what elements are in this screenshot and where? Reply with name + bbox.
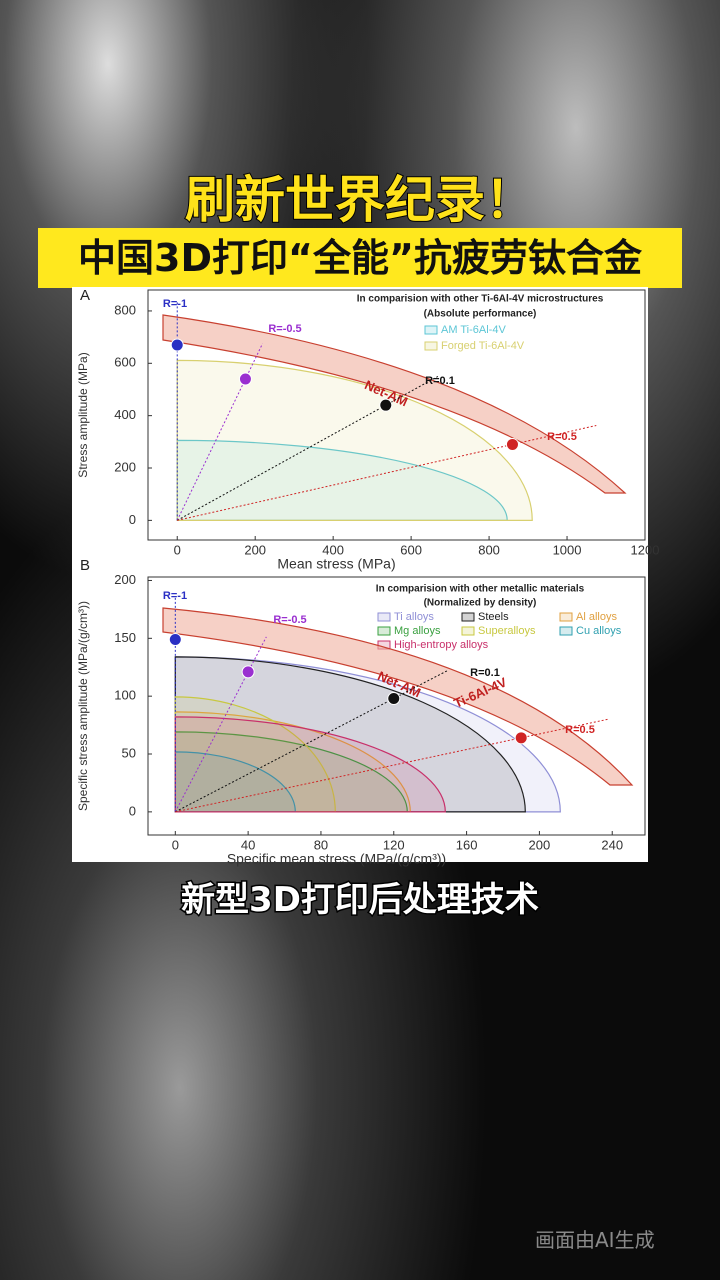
data-point: [514, 731, 528, 745]
r-ray: [176, 375, 439, 521]
ratio-label: R=0.5: [565, 724, 595, 736]
legend-swatch: [559, 626, 573, 636]
caption: 新型3D打印后处理技术: [180, 879, 541, 922]
region: [174, 696, 336, 813]
data-point: [505, 437, 519, 451]
subtitle: 中国3D打印“全能”抗疲劳钛合金: [38, 228, 682, 288]
legend-swatch: [461, 612, 475, 622]
legend-label: Ti alloys: [394, 611, 434, 623]
y-tick-label: 200: [114, 459, 136, 474]
watermark: 画面由AI生成: [535, 1228, 655, 1252]
plot-frame: [147, 289, 646, 541]
region: [174, 716, 446, 813]
region: [176, 359, 533, 521]
legend-title: (Absolute performance): [424, 309, 537, 320]
net-am-band: [162, 607, 634, 786]
ratio-label: R=0.5: [547, 431, 577, 443]
y-tick-label: 600: [114, 355, 136, 370]
x-tick-label: 1000: [553, 542, 582, 557]
x-tick-label: 0: [172, 837, 179, 852]
x-tick-label: 40: [241, 837, 255, 852]
x-tick-label: 400: [322, 542, 344, 557]
legend-swatch: [559, 612, 573, 622]
x-axis-label: Mean stress (MPa): [277, 556, 395, 572]
r-ray: [176, 343, 263, 521]
panel-letter: A: [80, 287, 90, 304]
legend-swatch: [461, 626, 475, 636]
legend-swatch: [424, 341, 438, 351]
x-tick-label: 1200: [631, 542, 660, 557]
ratio-label: R=0.1: [470, 667, 500, 679]
x-tick-label: 600: [400, 542, 422, 557]
ratio-label: R=-1: [163, 590, 187, 602]
x-tick-label: 160: [456, 837, 478, 852]
data-point: [170, 338, 184, 352]
legend-swatch: [377, 612, 391, 622]
x-tick-label: 120: [383, 837, 405, 852]
data-point: [241, 665, 255, 679]
y-tick-label: 100: [114, 688, 136, 703]
legend-label: Al alloys: [576, 611, 617, 623]
data-point: [387, 691, 401, 705]
legend-label: Cu alloys: [576, 625, 622, 637]
legend-label: High-entropy alloys: [394, 639, 489, 651]
region: [174, 751, 296, 813]
legend-label: Steels: [478, 611, 509, 623]
region: [176, 439, 508, 521]
y-axis-label: Specific stress amplitude (MPa/(g/cm³)): [76, 601, 90, 811]
plot-frame: [147, 576, 646, 836]
x-tick-label: 80: [314, 837, 328, 852]
legend-title: In comparision with other Ti-6Al-4V micr…: [357, 294, 604, 305]
y-tick-label: 0: [129, 512, 136, 527]
y-tick-label: 50: [122, 745, 136, 760]
x-axis-label: Specific mean stress (MPa/(g/cm³)): [227, 851, 446, 867]
data-point: [238, 372, 252, 386]
legend-title: (Normalized by density): [424, 598, 537, 609]
legend-label: Mg alloys: [394, 625, 441, 637]
panel-letter: B: [80, 557, 90, 574]
legend-label: Forged Ti-6Al-4V: [441, 340, 525, 352]
r-ray: [175, 669, 449, 813]
ratio-label: R=-0.5: [273, 614, 306, 626]
legend-swatch: [424, 325, 438, 335]
x-tick-label: 240: [601, 837, 623, 852]
region: [174, 656, 561, 813]
ratio-label: R=-0.5: [268, 323, 301, 335]
data-point: [168, 632, 182, 646]
net-am-band: [162, 314, 627, 494]
headline: 刷新世界纪录！: [184, 170, 536, 230]
region: [174, 731, 408, 813]
y-tick-label: 800: [114, 302, 136, 317]
x-tick-label: 200: [529, 837, 551, 852]
legend-label: Superalloys: [478, 625, 536, 637]
legend-title: In comparision with other metallic mater…: [376, 584, 585, 595]
y-axis-label: Stress amplitude (MPa): [76, 352, 90, 477]
legend-swatch: [377, 626, 391, 636]
y-tick-label: 400: [114, 407, 136, 422]
region: [174, 711, 411, 813]
r-ray: [174, 636, 267, 813]
y-tick-label: 0: [129, 803, 136, 818]
data-point: [379, 398, 393, 412]
legend-label: AM Ti-6Al-4V: [441, 324, 506, 336]
ratio-label: R=-1: [163, 298, 187, 310]
y-tick-label: 150: [114, 630, 136, 645]
ratio-label: R=0.1: [425, 375, 455, 387]
region: [174, 656, 526, 813]
x-tick-label: 200: [244, 542, 266, 557]
y-tick-label: 200: [114, 572, 136, 587]
x-tick-label: 0: [174, 542, 181, 557]
r-ray: [175, 718, 608, 813]
x-tick-label: 800: [478, 542, 500, 557]
